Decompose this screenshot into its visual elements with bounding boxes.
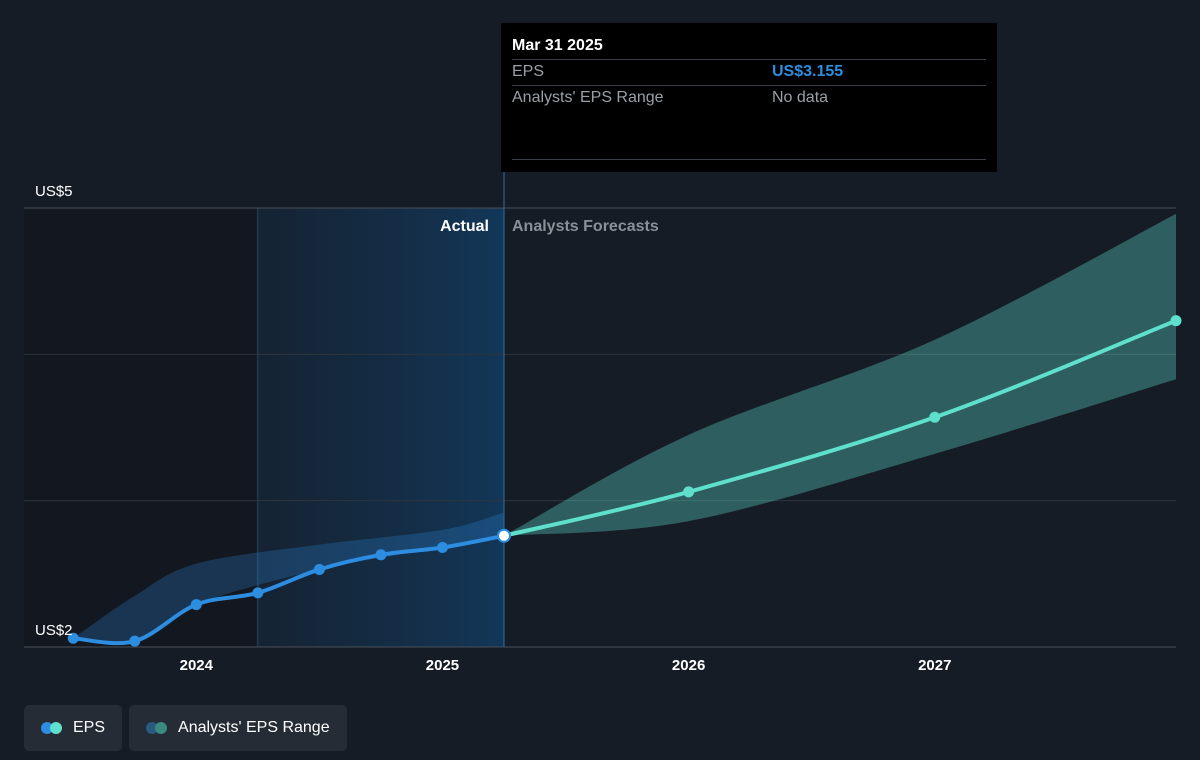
tooltip-eps-value: US$3.155 (772, 60, 843, 85)
legend: EPS Analysts' EPS Range (24, 705, 347, 751)
legend-range-button[interactable]: Analysts' EPS Range (129, 705, 347, 751)
eps-legend-icon (41, 722, 63, 734)
y-tick-label: US$2 (35, 622, 73, 639)
eps-point[interactable] (252, 587, 263, 598)
eps-point[interactable] (683, 486, 694, 497)
eps-point-selected[interactable] (498, 530, 510, 542)
eps-point[interactable] (191, 599, 202, 610)
tooltip-rule (512, 159, 986, 160)
eps-point[interactable] (437, 542, 448, 553)
legend-eps-button[interactable]: EPS (24, 705, 122, 751)
eps-point[interactable] (129, 636, 140, 647)
tooltip-range-value: No data (772, 86, 828, 111)
x-tick-label: 2027 (918, 657, 951, 674)
tooltip-row-range: Analysts' EPS Range No data (512, 85, 986, 111)
x-tick-label: 2024 (180, 657, 214, 674)
forecast-label: Analysts Forecasts (512, 218, 659, 235)
tooltip: Mar 31 2025 EPS US$3.155 Analysts' EPS R… (501, 23, 997, 172)
x-tick-label: 2026 (672, 657, 705, 674)
legend-range-label: Analysts' EPS Range (178, 719, 330, 737)
y-tick-label: US$5 (35, 183, 73, 200)
x-tick-label: 2025 (426, 657, 459, 674)
range-legend-dot-forecast (155, 722, 167, 734)
range-band (504, 214, 1176, 536)
tooltip-range-label: Analysts' EPS Range (512, 86, 772, 111)
tooltip-date: Mar 31 2025 (512, 35, 986, 59)
actual-label: Actual (440, 218, 489, 235)
eps-point[interactable] (375, 549, 386, 560)
legend-eps-label: EPS (73, 719, 105, 737)
range-legend-icon (146, 722, 168, 734)
eps-point[interactable] (314, 564, 325, 575)
eps-point[interactable] (1171, 315, 1182, 326)
actual-region (258, 208, 504, 647)
eps-legend-dot-forecast (50, 722, 62, 734)
tooltip-eps-label: EPS (512, 60, 772, 85)
eps-point[interactable] (929, 412, 940, 423)
tooltip-row-eps: EPS US$3.155 (512, 59, 986, 85)
x-axis: 2024 2025 2026 2027 (180, 657, 952, 674)
